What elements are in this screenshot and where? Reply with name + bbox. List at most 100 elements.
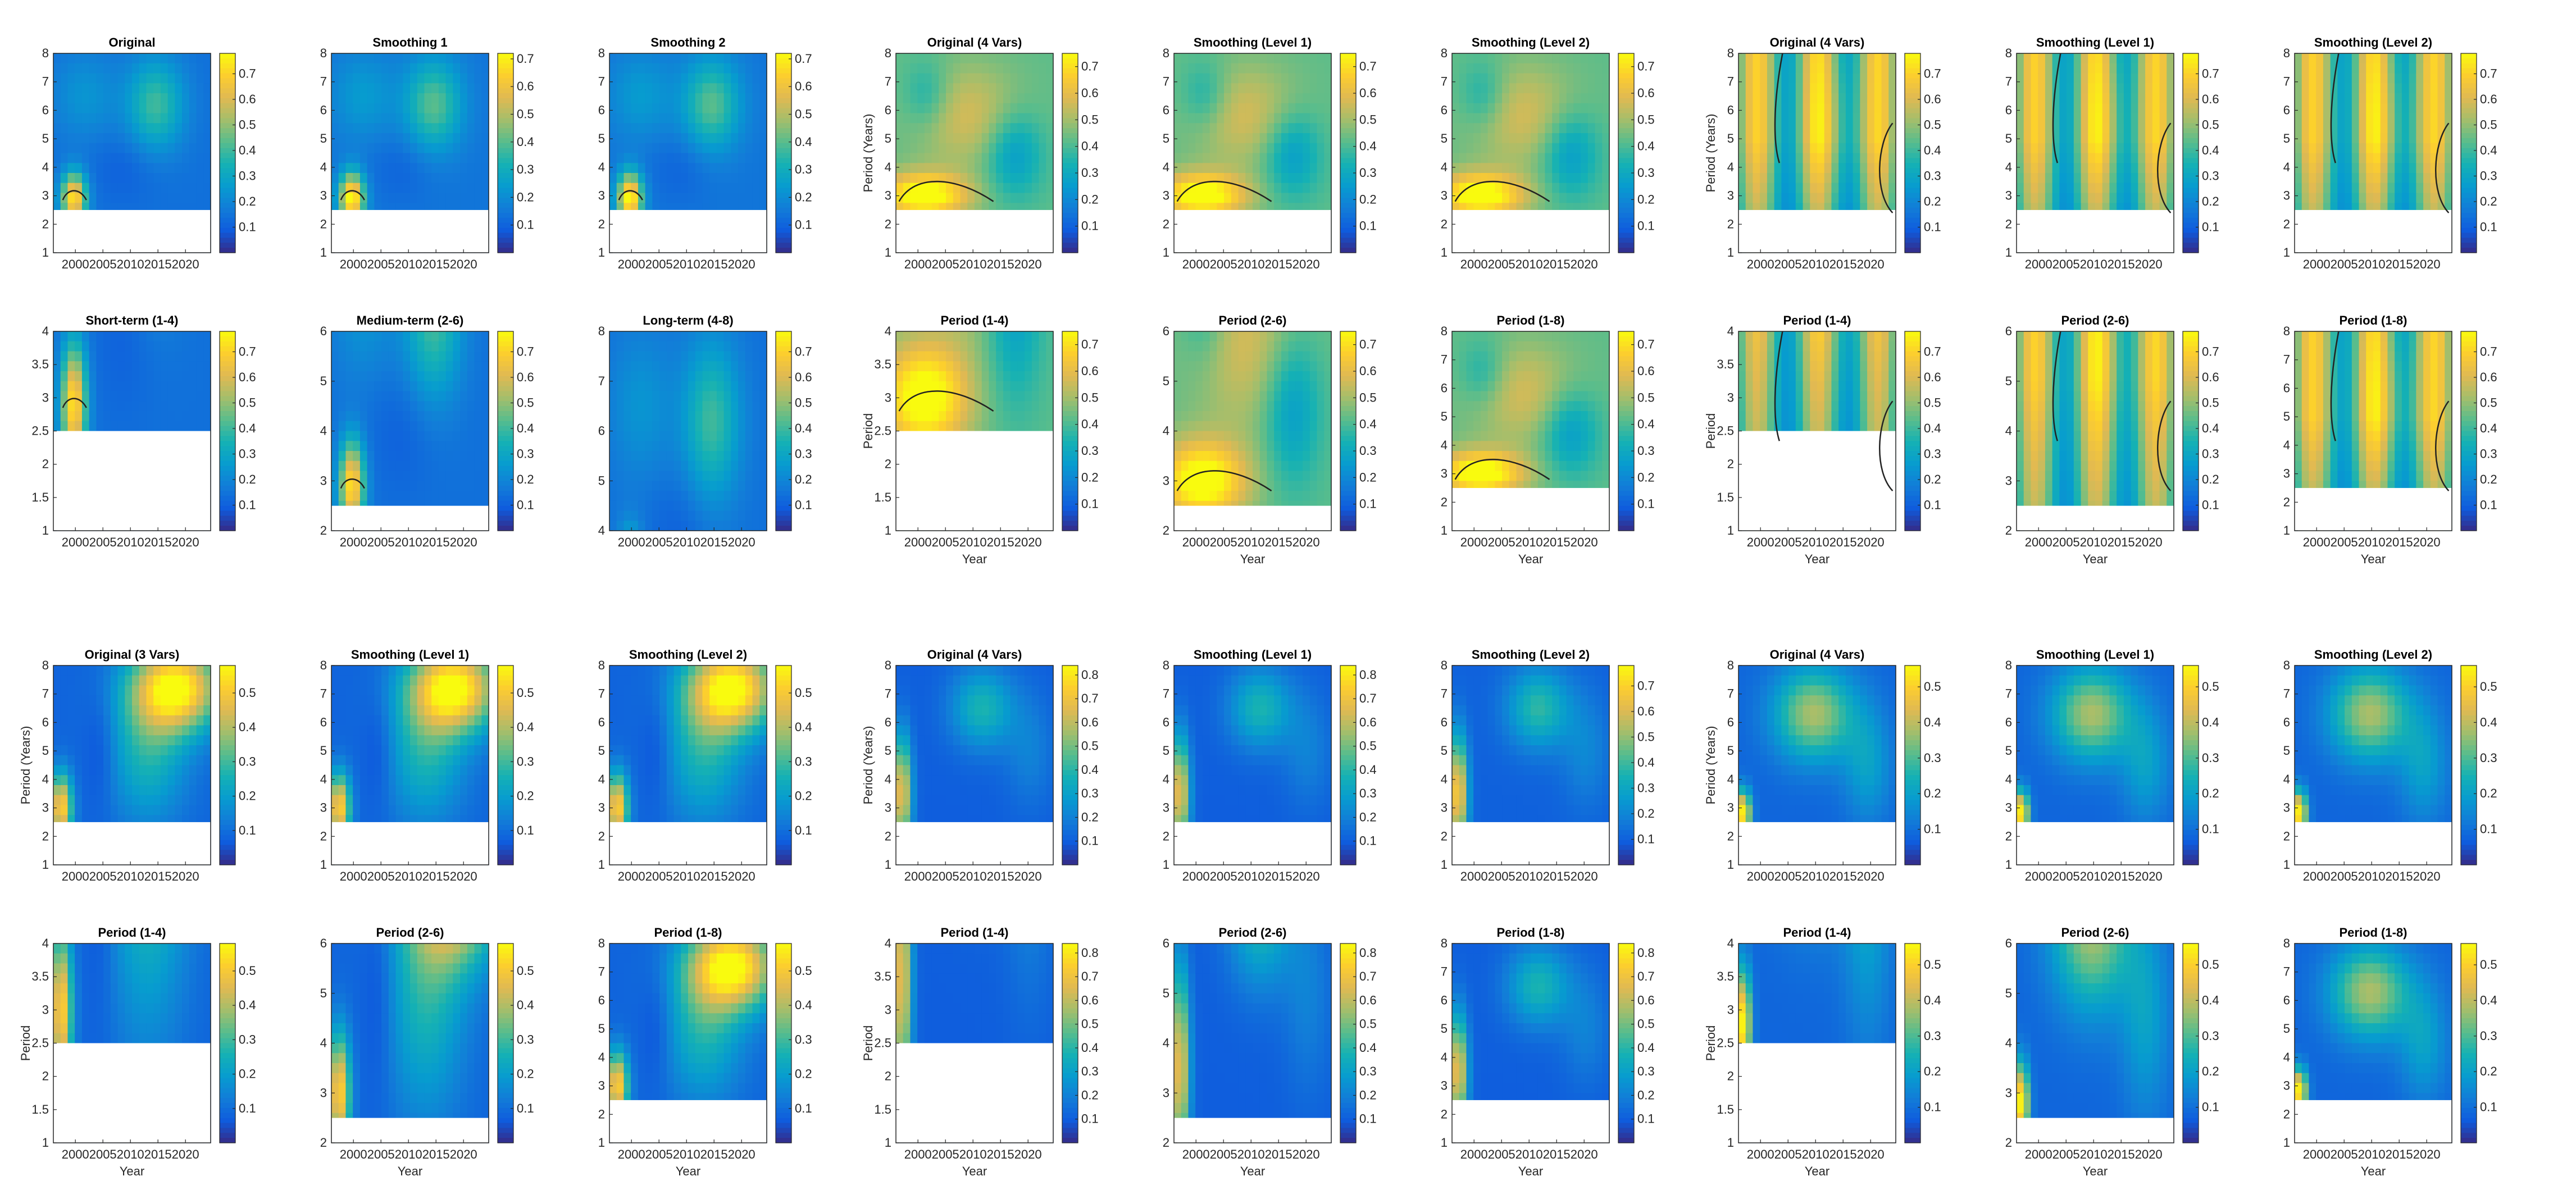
colorbar-tick-label: 0.3 bbox=[1359, 166, 1377, 180]
heatmap-cell bbox=[67, 371, 75, 381]
heatmap-cell bbox=[389, 53, 396, 63]
heatmap-cell bbox=[681, 143, 688, 153]
heatmap-cell bbox=[1545, 183, 1552, 193]
heatmap-cell bbox=[967, 83, 975, 93]
colorbar-segment bbox=[498, 183, 513, 188]
heatmap-cell bbox=[681, 63, 688, 74]
heatmap-cell bbox=[182, 113, 189, 124]
heatmap-cell bbox=[2309, 53, 2316, 63]
heatmap-cell bbox=[2024, 183, 2031, 193]
heatmap-cell bbox=[932, 83, 939, 93]
heatmap-cell bbox=[103, 113, 111, 124]
heatmap-cell bbox=[1753, 113, 1760, 124]
heatmap-cell bbox=[1017, 163, 1025, 173]
heatmap-cell bbox=[638, 183, 645, 193]
heatmap-cell bbox=[111, 193, 118, 203]
heatmap-cell bbox=[2381, 74, 2388, 84]
colorbar-segment bbox=[498, 248, 513, 253]
heatmap-cell bbox=[659, 83, 667, 93]
heatmap-cell bbox=[1796, 53, 1803, 63]
heatmap-cell bbox=[103, 341, 111, 352]
heatmap-cell bbox=[2067, 173, 2074, 183]
heatmap-cell bbox=[374, 143, 381, 153]
colorbar-segment bbox=[1905, 188, 1920, 193]
heatmap-cell bbox=[197, 93, 204, 103]
y-tick-label: 2 bbox=[1441, 217, 1448, 231]
colorbar-segment bbox=[1618, 158, 1634, 163]
heatmap-cell bbox=[1239, 193, 1246, 203]
heatmap-cell bbox=[1224, 133, 1231, 143]
heatmap-cell bbox=[702, 83, 709, 93]
colorbar-segment bbox=[1618, 183, 1634, 188]
heatmap-cell bbox=[1289, 83, 1296, 93]
heatmap-cell bbox=[953, 123, 961, 133]
heatmap-cell bbox=[2316, 123, 2323, 133]
heatmap-cell bbox=[1588, 113, 1595, 124]
y-tick-label: 1 bbox=[42, 245, 49, 259]
heatmap-cell bbox=[1588, 163, 1595, 173]
heatmap-cell bbox=[1217, 83, 1224, 93]
heatmap-cell bbox=[1853, 153, 1860, 163]
heatmap-cell bbox=[2059, 123, 2067, 133]
heatmap-cell bbox=[731, 183, 738, 193]
heatmap-cell bbox=[631, 143, 638, 153]
heatmap-cell bbox=[1581, 74, 1588, 84]
heatmap-cell bbox=[2323, 74, 2331, 84]
heatmap-cell bbox=[2295, 123, 2302, 133]
heatmap-cell bbox=[118, 173, 125, 183]
heatmap-cell bbox=[168, 143, 175, 153]
heatmap-cell bbox=[410, 63, 417, 74]
heatmap-cell bbox=[1011, 143, 1018, 153]
heatmap-cell bbox=[1289, 123, 1296, 133]
heatmap-cell bbox=[1888, 63, 1896, 74]
y-tick-label: 8 bbox=[598, 46, 605, 60]
heatmap-cell bbox=[1567, 53, 1574, 63]
heatmap-cell bbox=[2445, 183, 2452, 193]
heatmap-cell bbox=[1559, 143, 1567, 153]
heatmap-cell bbox=[1796, 153, 1803, 163]
heatmap-cell bbox=[403, 143, 410, 153]
x-tick-label: 2010 bbox=[395, 257, 422, 271]
heatmap-cell bbox=[175, 153, 182, 163]
heatmap-cell bbox=[2152, 63, 2160, 74]
y-tick-label: 2 bbox=[2005, 217, 2012, 231]
heatmap-cell bbox=[1289, 133, 1296, 143]
heatmap-cell bbox=[96, 103, 103, 113]
heatmap-cell bbox=[1217, 163, 1224, 173]
heatmap-cell bbox=[89, 83, 97, 93]
heatmap-cell bbox=[2145, 103, 2152, 113]
heatmap-cell bbox=[139, 123, 147, 133]
heatmap-cell bbox=[1267, 93, 1274, 103]
heatmap-cell bbox=[1803, 183, 1810, 193]
heatmap-cell bbox=[345, 113, 353, 124]
heatmap-cell bbox=[2337, 63, 2345, 74]
colorbar-tick-label: 0.6 bbox=[239, 92, 256, 106]
heatmap-cell bbox=[932, 113, 939, 124]
heatmap-cell bbox=[1860, 193, 1867, 203]
colorbar-tick-label: 0.3 bbox=[1637, 166, 1655, 180]
heatmap-cell bbox=[61, 421, 68, 431]
heatmap-cell bbox=[125, 391, 132, 402]
heatmap-cell bbox=[1217, 63, 1224, 74]
heatmap-cell bbox=[1738, 103, 1746, 113]
heatmap-cell bbox=[424, 93, 431, 103]
heatmap-cell bbox=[2438, 93, 2445, 103]
heatmap-cell bbox=[1310, 193, 1317, 203]
heatmap-cell bbox=[2152, 163, 2160, 173]
heatmap-cell bbox=[2366, 123, 2373, 133]
heatmap-cell bbox=[659, 93, 667, 103]
heatmap-cell bbox=[2352, 193, 2359, 203]
heatmap-cell bbox=[61, 401, 68, 411]
heatmap-cell bbox=[1046, 133, 1053, 143]
heatmap-cell bbox=[2302, 183, 2309, 193]
colorbar-segment bbox=[2183, 78, 2199, 83]
heatmap-cell bbox=[1481, 153, 1488, 163]
heatmap-cell bbox=[1260, 74, 1267, 84]
heatmap-cell bbox=[446, 93, 453, 103]
heatmap-cell bbox=[1860, 143, 1867, 153]
heatmap-cell bbox=[453, 173, 460, 183]
heatmap-cell bbox=[2160, 153, 2167, 163]
heatmap-cell bbox=[946, 133, 953, 143]
heatmap-cell bbox=[1581, 53, 1588, 63]
y-tick-label: 8 bbox=[885, 46, 891, 60]
